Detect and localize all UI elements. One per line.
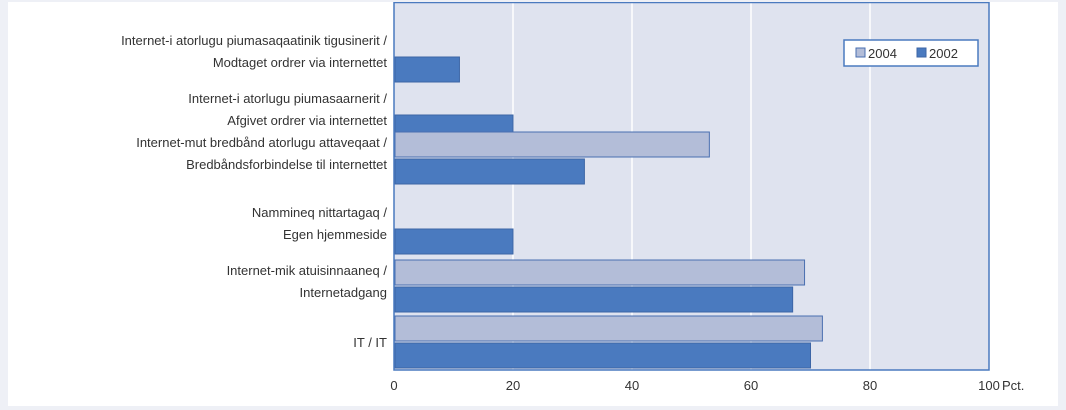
x-tick-label: 40	[625, 378, 639, 393]
category-label: Bredbåndsforbindelse til internettet	[186, 157, 387, 172]
category-label: Internetadgang	[300, 285, 387, 300]
bar-2002	[394, 56, 460, 83]
bar-chart: Internet-i atorlugu piumasaqaatinik tigu…	[121, 2, 1024, 393]
bar-2002	[394, 342, 811, 369]
legend-label-2004: 2004	[868, 46, 897, 61]
bar-2002	[394, 158, 585, 185]
category-label: Nammineq nittartagaq /	[252, 205, 388, 220]
category-label: Modtaget ordrer via internettet	[213, 55, 388, 70]
bar-2004	[394, 131, 710, 158]
legend-swatch-2004	[855, 47, 866, 58]
category-label: Internet-i atorlugu piumasaqaatinik tigu…	[121, 33, 387, 48]
legend-swatch-2002	[916, 47, 927, 58]
bar-2002	[394, 228, 514, 255]
x-tick-label: 60	[744, 378, 758, 393]
x-tick-label: 20	[506, 378, 520, 393]
plot-frame	[393, 2, 990, 371]
category-label: Internet-mik atuisinnaaneq /	[227, 263, 388, 278]
category-label: Internet-mut bredbånd atorlugu attaveqaa…	[136, 135, 387, 150]
legend-label-2002: 2002	[929, 46, 958, 61]
category-label: Afgivet ordrer via internettet	[227, 113, 387, 128]
category-label: IT / IT	[353, 335, 387, 350]
category-label: Egen hjemmeside	[283, 227, 387, 242]
bar-2004	[394, 315, 823, 342]
x-tick-label: 80	[863, 378, 877, 393]
chart-panel: Internet-i atorlugu piumasaqaatinik tigu…	[8, 2, 1058, 406]
bar-2002	[394, 286, 794, 313]
category-label: Internet-i atorlugu piumasaarnerit /	[188, 91, 387, 106]
x-tick-label: 0	[390, 378, 397, 393]
legend-box	[843, 39, 979, 67]
bar-2004	[394, 259, 806, 286]
x-tick-label: 100	[978, 378, 1000, 393]
x-unit-label: Pct.	[1002, 378, 1024, 393]
